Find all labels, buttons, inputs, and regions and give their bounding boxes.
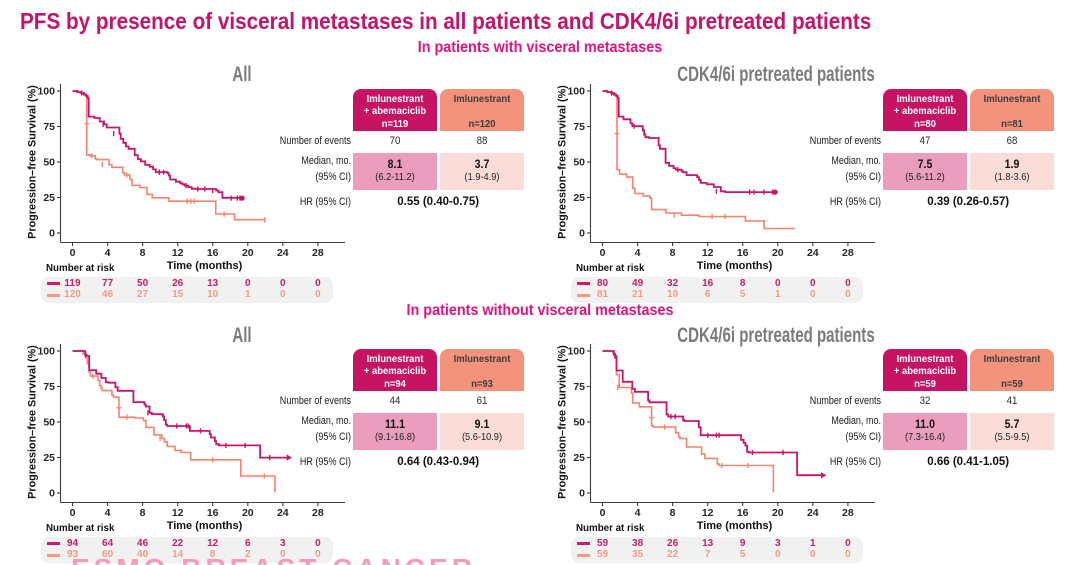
svg-text:75: 75 [43, 381, 55, 393]
svg-text:20: 20 [772, 507, 784, 519]
svg-text:28: 28 [842, 247, 854, 259]
svg-text:100: 100 [567, 346, 585, 358]
svg-text:8: 8 [670, 507, 676, 519]
svg-text:12: 12 [172, 507, 184, 519]
svg-text:16: 16 [207, 247, 219, 259]
svg-text:0: 0 [579, 488, 585, 500]
svg-text:75: 75 [43, 121, 55, 133]
svg-text:75: 75 [573, 381, 585, 393]
svg-text:24: 24 [807, 507, 819, 519]
svg-text:12: 12 [702, 247, 714, 259]
svg-text:50: 50 [573, 417, 585, 429]
svg-text:20: 20 [242, 507, 254, 519]
svg-text:24: 24 [277, 247, 289, 259]
svg-text:24: 24 [277, 507, 289, 519]
svg-text:16: 16 [207, 507, 219, 519]
svg-text:0: 0 [70, 507, 76, 519]
svg-text:50: 50 [43, 157, 55, 169]
svg-text:75: 75 [573, 121, 585, 133]
svg-text:0: 0 [49, 228, 55, 240]
svg-text:100: 100 [567, 86, 585, 98]
svg-text:Progression–free Survival (%): Progression–free Survival (%) [27, 345, 39, 499]
svg-text:16: 16 [737, 507, 749, 519]
svg-text:0: 0 [579, 228, 585, 240]
svg-text:12: 12 [702, 507, 714, 519]
svg-text:25: 25 [573, 452, 585, 464]
svg-text:4: 4 [105, 507, 111, 519]
svg-text:100: 100 [37, 346, 55, 358]
svg-text:Time (months): Time (months) [167, 520, 243, 532]
svg-text:Time (months): Time (months) [697, 260, 773, 272]
svg-text:50: 50 [573, 157, 585, 169]
svg-text:28: 28 [842, 507, 854, 519]
svg-text:0: 0 [70, 247, 76, 259]
svg-text:8: 8 [670, 247, 676, 259]
svg-text:100: 100 [37, 86, 55, 98]
svg-text:28: 28 [312, 247, 324, 259]
svg-text:50: 50 [43, 417, 55, 429]
svg-text:Progression–free Survival (%): Progression–free Survival (%) [557, 85, 569, 239]
svg-text:8: 8 [140, 507, 146, 519]
svg-text:0: 0 [600, 247, 606, 259]
svg-text:28: 28 [312, 507, 324, 519]
svg-text:8: 8 [140, 247, 146, 259]
svg-text:0: 0 [600, 507, 606, 519]
svg-text:Time (months): Time (months) [697, 520, 773, 532]
svg-text:25: 25 [43, 452, 55, 464]
svg-text:25: 25 [573, 192, 585, 204]
svg-text:20: 20 [242, 247, 254, 259]
svg-text:20: 20 [772, 247, 784, 259]
svg-text:Progression–free Survival (%): Progression–free Survival (%) [557, 345, 569, 499]
svg-text:Progression–free Survival (%): Progression–free Survival (%) [27, 85, 39, 239]
svg-text:16: 16 [737, 247, 749, 259]
svg-text:4: 4 [635, 247, 641, 259]
svg-text:4: 4 [635, 507, 641, 519]
svg-text:4: 4 [105, 247, 111, 259]
svg-text:25: 25 [43, 192, 55, 204]
svg-text:12: 12 [172, 247, 184, 259]
svg-text:0: 0 [49, 488, 55, 500]
svg-text:24: 24 [807, 247, 819, 259]
svg-text:Time (months): Time (months) [167, 260, 243, 272]
